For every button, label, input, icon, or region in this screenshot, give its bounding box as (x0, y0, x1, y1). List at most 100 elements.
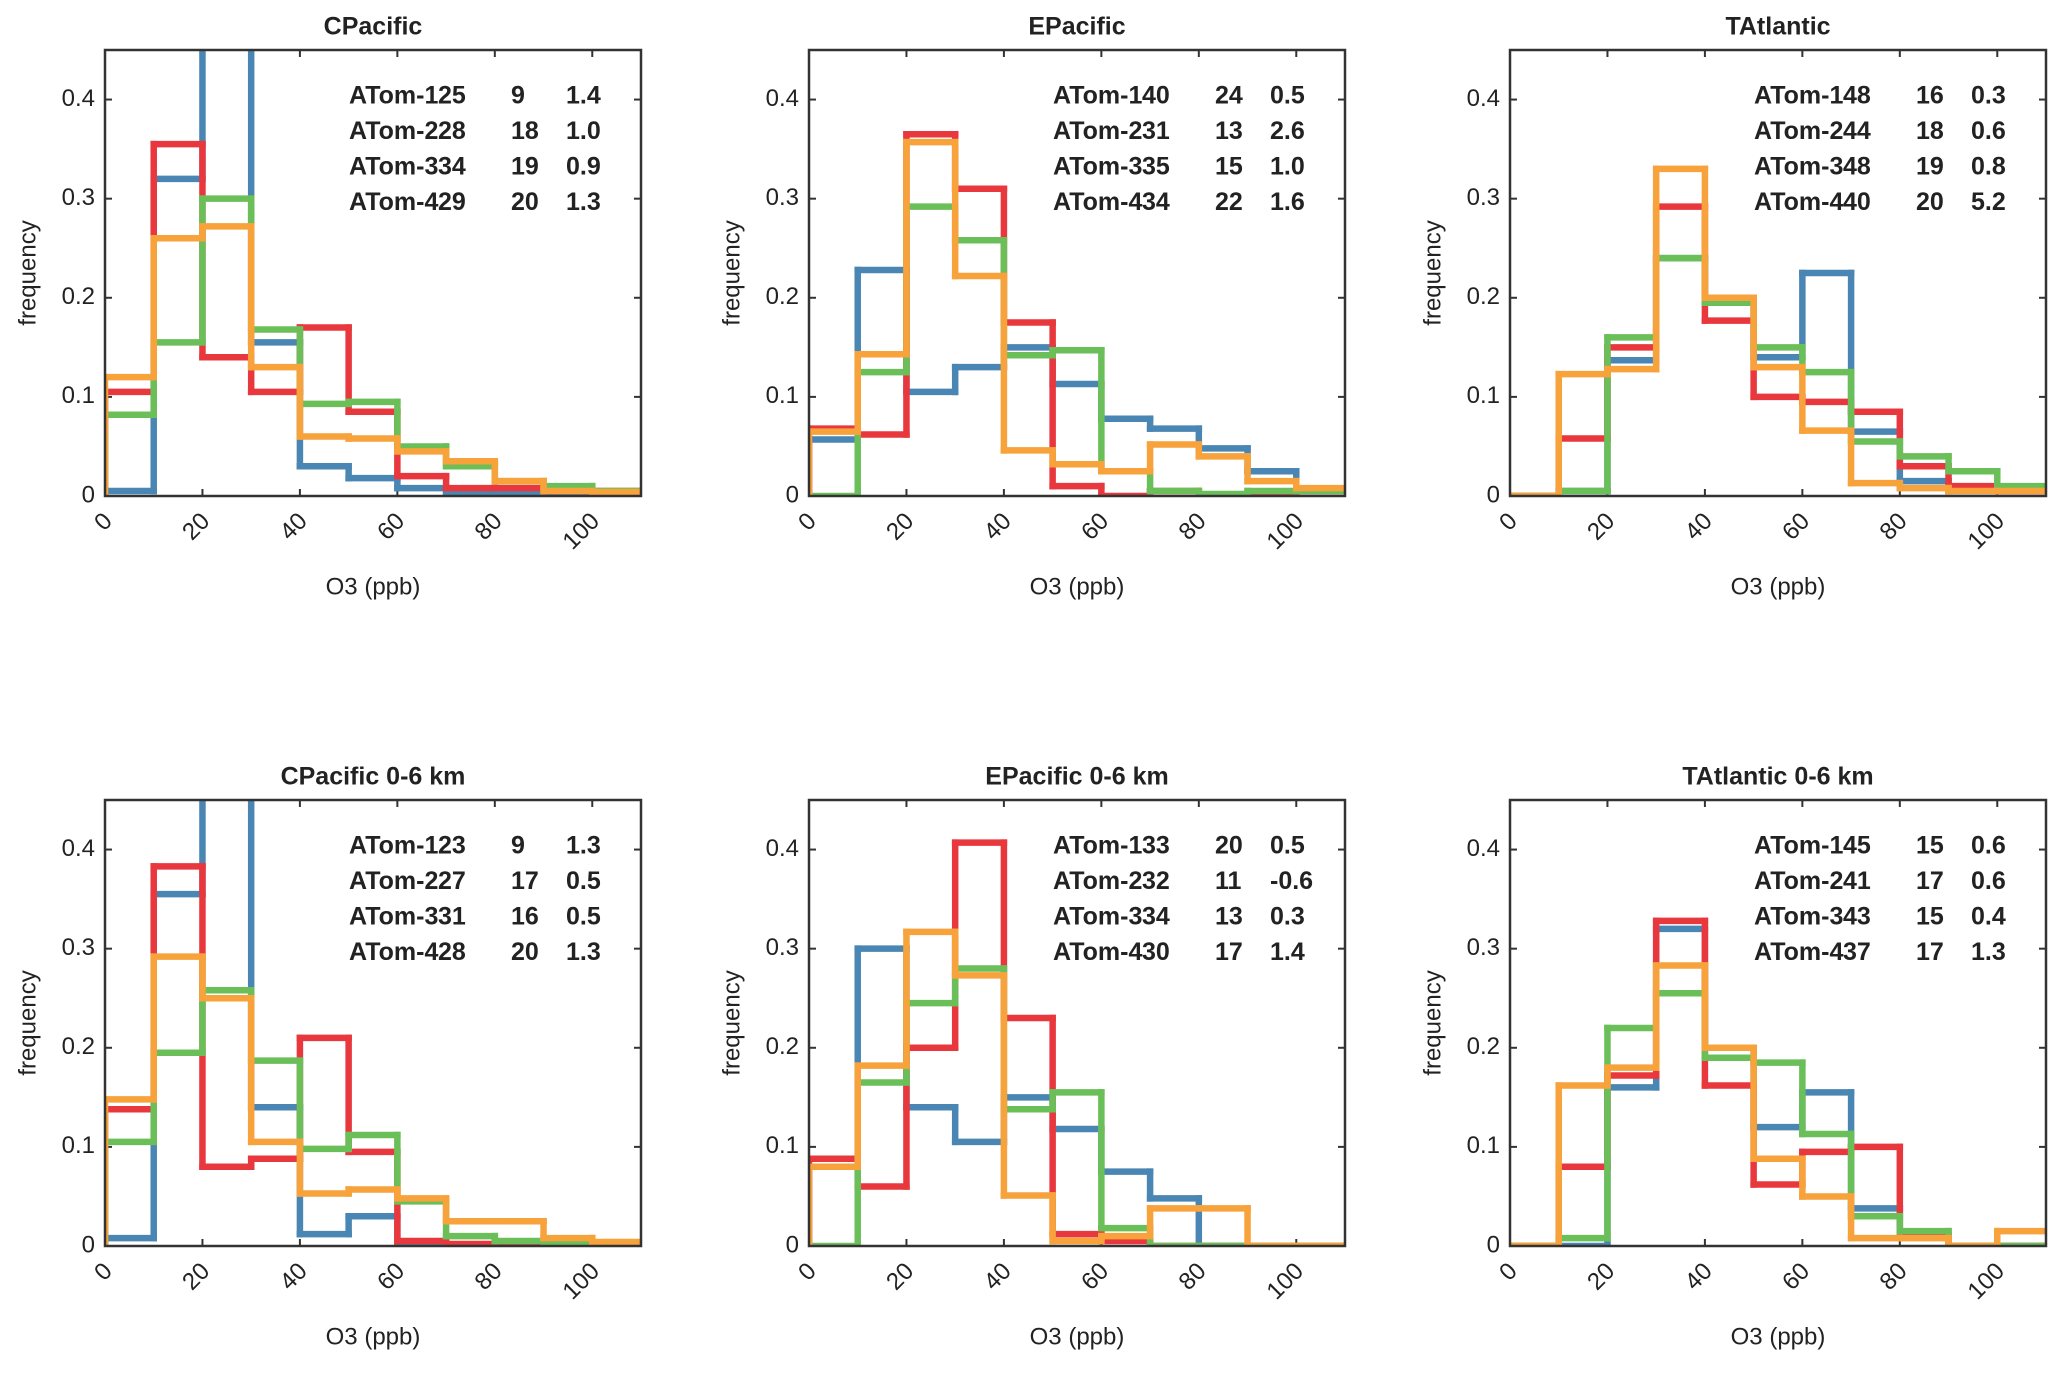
legend-stat: 19 (511, 153, 539, 181)
x-tick-label: 20 (177, 1258, 215, 1296)
x-tick-label: 60 (372, 508, 410, 546)
legend-label: ATom-3 (349, 153, 438, 181)
legend-stat: 17 (1215, 938, 1243, 966)
axes-frame (1508, 798, 2048, 1248)
legend-stat: 0.6 (1971, 832, 2006, 860)
legend-stat: 0.6 (1971, 867, 2006, 895)
legend-stat: 20 (1916, 188, 1944, 216)
x-axis-label: O3 (ppb) (326, 1323, 421, 1350)
y-axis-label: frequency (1419, 970, 1446, 1075)
legend-stat: 29 (438, 188, 466, 216)
y-axis-label: frequency (718, 220, 745, 325)
legend-stat: 35 (1142, 153, 1170, 181)
plot-area (105, 50, 641, 496)
y-tick-label: 0.3 (1467, 184, 1500, 211)
y-tick-label: 0.4 (62, 85, 95, 112)
plot-area (1510, 165, 2046, 496)
legend-label: ATom-1 (1053, 832, 1142, 860)
legend-stat: 15 (1215, 153, 1243, 181)
series (1510, 165, 2046, 496)
axes-frame (807, 798, 1347, 1248)
y-tick-label: 0.1 (1467, 1132, 1500, 1159)
legend-stat: 1.6 (1270, 188, 1305, 216)
legend-stat: 30 (1142, 938, 1170, 966)
y-tick-label: 0.3 (1467, 934, 1500, 961)
legend-stat: 40 (1843, 188, 1871, 216)
x-tick-label: 40 (1680, 508, 1718, 546)
legend-label: ATom-3 (1754, 153, 1843, 181)
legend-stat: 5.2 (1971, 188, 2006, 216)
legend-label: ATom-2 (1754, 117, 1843, 145)
y-axis-label: frequency (14, 220, 41, 325)
panel: CPacific O3 (ppb) frequency 0 0.1 0.2 0.3 0.4 0 2… (14, 13, 643, 600)
legend-stat: 40 (1142, 82, 1170, 110)
legend-stat: 15 (1916, 903, 1944, 931)
y-tick-label: 0.2 (1467, 1033, 1500, 1060)
x-tick-label: 60 (1076, 508, 1114, 546)
legend-stat: 22 (1215, 188, 1243, 216)
legend-stat: 16 (1916, 82, 1944, 110)
legend-stat: 23 (438, 832, 466, 860)
y-tick-label: 0.3 (62, 184, 95, 211)
legend-label: ATom-3 (1754, 903, 1843, 931)
legend-label: ATom-4 (349, 188, 438, 216)
legend-label: ATom-2 (349, 867, 438, 895)
legend-stat: 1.0 (566, 117, 601, 145)
series (105, 987, 641, 1246)
x-tick-label: 80 (1174, 1258, 1212, 1296)
legend-label: ATom-4 (1053, 188, 1142, 216)
series (105, 800, 641, 1246)
plot-area (809, 130, 1345, 496)
y-tick-label: 0.2 (62, 283, 95, 310)
legend-stat: 0.4 (1971, 903, 2006, 931)
y-tick-label: 0.2 (766, 1033, 799, 1060)
legend-stat: -0.6 (1270, 867, 1313, 895)
legend-label: ATom-3 (1053, 153, 1142, 181)
y-tick-label: 0.1 (1467, 382, 1500, 409)
legend-stat: 9 (511, 82, 525, 110)
y-tick-label: 0.3 (62, 934, 95, 961)
legend-stat: 13 (1215, 903, 1243, 931)
legend-stat: 1.0 (1270, 153, 1305, 181)
y-axis-label: frequency (1419, 220, 1446, 325)
y-tick-label: 0.3 (766, 934, 799, 961)
legend-stat: 15 (1916, 832, 1944, 860)
x-tick-label: 80 (1875, 508, 1913, 546)
legend-stat: 31 (1142, 117, 1170, 145)
x-tick-label: 60 (1777, 1258, 1815, 1296)
x-tick-label: 40 (1680, 1258, 1718, 1296)
legend-label: ATom-4 (1754, 938, 1843, 966)
y-tick-label: 0.2 (1467, 283, 1500, 310)
legend-stat: 1.3 (566, 832, 601, 860)
x-tick-label: 100 (558, 1258, 605, 1305)
x-axis-label: O3 (ppb) (1030, 1323, 1125, 1350)
x-tick-label: 100 (558, 508, 605, 555)
legend-stat: 0.6 (1971, 117, 2006, 145)
x-tick-label: 40 (979, 1258, 1017, 1296)
axes-frame (103, 798, 643, 1248)
legend-stat: 9 (511, 832, 525, 860)
legend-stat: 20 (511, 938, 539, 966)
legend-stat: 0.9 (566, 153, 601, 181)
x-tick-label: 0 (1494, 508, 1523, 537)
legend-label: ATom-1 (349, 832, 438, 860)
axes-frame (807, 48, 1347, 498)
y-tick-label: 0 (1487, 1231, 1500, 1258)
legend-stat: 2.6 (1270, 117, 1305, 145)
legend-stat: 24 (1215, 82, 1243, 110)
legend-stat: 34 (438, 153, 466, 181)
x-tick-label: 0 (89, 1258, 118, 1287)
legend-label: ATom-3 (1053, 903, 1142, 931)
plot-area (809, 839, 1345, 1246)
legend-label: ATom-4 (1053, 938, 1142, 966)
legend-stat: 1.3 (1971, 938, 2006, 966)
y-tick-label: 0.4 (1467, 835, 1500, 862)
legend-stat: 1.4 (1270, 938, 1305, 966)
legend-label: ATom-1 (1053, 82, 1142, 110)
x-axis-label: O3 (ppb) (1731, 1323, 1826, 1350)
legend-stat: 33 (1142, 832, 1170, 860)
y-tick-label: 0.1 (766, 1132, 799, 1159)
x-tick-label: 80 (1875, 1258, 1913, 1296)
x-axis-label: O3 (ppb) (326, 573, 421, 600)
series (809, 928, 1345, 1246)
